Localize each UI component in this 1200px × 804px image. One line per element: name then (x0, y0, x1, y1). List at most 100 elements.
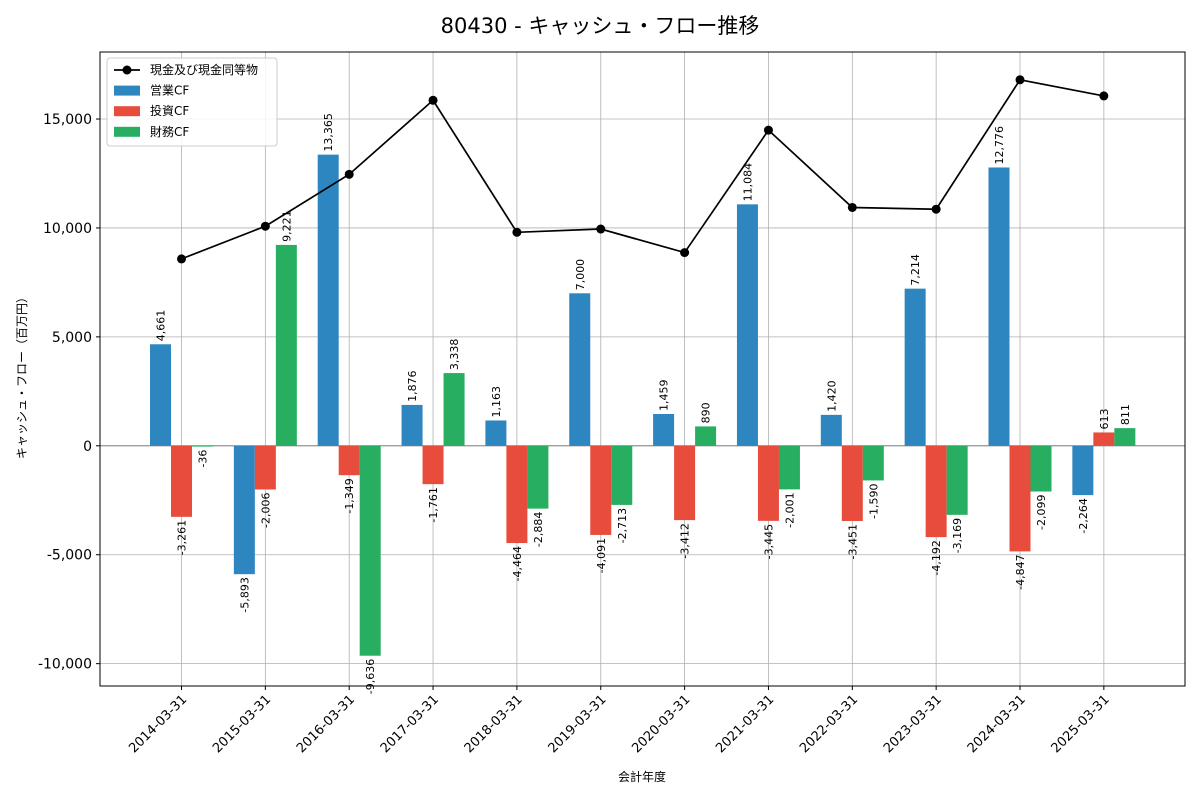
bar-label-s1-7: -3,445 (762, 524, 775, 559)
bar-label-s0-4: 1,163 (490, 386, 503, 418)
bar-label-s1-4: -4,464 (511, 546, 524, 581)
bar-label-s2-2: -9,636 (364, 659, 377, 694)
bar-s2-5 (611, 445, 633, 505)
bar-s2-7 (778, 445, 800, 490)
bar-s2-4 (527, 445, 549, 509)
bar-s0-11 (1072, 445, 1094, 496)
bar-label-s2-9: -3,169 (951, 518, 964, 553)
x-tick-label-5: 2019-03-31 (546, 692, 610, 756)
cash-line-group (177, 75, 1109, 264)
x-tick-label-6: 2020-03-31 (629, 692, 693, 756)
bar-label-s2-4: -2,884 (532, 512, 545, 547)
legend-swatch-marker (122, 65, 132, 75)
bar-label-s1-11: 613 (1098, 408, 1111, 429)
bar-label-s2-3: 3,338 (448, 339, 461, 371)
y-tick-label-3: 5,000 (52, 330, 92, 346)
bar-label-s0-2: 13,365 (322, 113, 335, 152)
bar-label-s0-0: 4,661 (155, 310, 168, 342)
bar-label-s2-1: 9,221 (280, 210, 293, 242)
chart-title: 80430 - キャッシュ・フロー推移 (441, 14, 760, 38)
x-tick-label-4: 2018-03-31 (462, 692, 526, 756)
legend-label-s0: 営業CF (150, 84, 189, 98)
bar-s2-9 (946, 445, 968, 515)
legend-label-s1: 投資CF (150, 103, 189, 118)
x-tick-label-10: 2024-03-31 (965, 692, 1029, 756)
bar-label-s2-6: 890 (700, 402, 713, 423)
legend-swatch-s2 (114, 126, 140, 137)
legend-label-s2: 財務CF (150, 124, 189, 139)
y-tick-label-5: 15,000 (43, 112, 92, 128)
cash-point-5 (596, 224, 606, 234)
bar-s2-10 (1030, 445, 1052, 492)
bar-s2-2 (359, 445, 381, 656)
cash-point-11 (1099, 91, 1109, 101)
bar-s0-4 (485, 420, 507, 446)
bar-label-s1-1: -2,006 (259, 493, 272, 528)
x-tick-label-3: 2017-03-31 (378, 692, 442, 756)
bar-s0-8 (820, 414, 842, 446)
bar-s1-6 (674, 445, 696, 521)
bar-label-s1-6: -3,412 (679, 523, 692, 558)
legend-swatch-s0 (114, 85, 140, 96)
bar-label-s1-5: -4,091 (595, 538, 608, 573)
bar-s0-7 (736, 204, 758, 446)
bar-label-s2-7: -2,001 (783, 492, 796, 527)
cash-point-9 (931, 204, 941, 214)
y-tick-label-0: -10,000 (38, 657, 92, 673)
x-tick-label-2: 2016-03-31 (294, 692, 358, 756)
bar-label-s0-6: 1,459 (658, 380, 671, 412)
bar-s0-5 (569, 293, 591, 446)
legend-box (106, 57, 278, 147)
bar-label-s1-9: -4,192 (930, 540, 943, 575)
bar-s1-3 (422, 445, 444, 485)
bar-label-s2-10: -2,099 (1035, 495, 1048, 530)
legend-swatch-s1 (114, 106, 140, 117)
x-axis-label: 会計年度 (618, 769, 666, 784)
bar-label-s0-10: 12,776 (993, 126, 1006, 165)
bar-s0-3 (401, 404, 423, 446)
bar-label-s0-7: 11,084 (741, 163, 754, 202)
bar-label-s2-8: -1,590 (867, 483, 880, 518)
x-tick-label-11: 2025-03-31 (1049, 692, 1113, 756)
bar-s1-1 (254, 445, 276, 490)
bar-s1-2 (338, 445, 360, 476)
bar-s2-6 (695, 426, 717, 446)
bar-s1-11 (1093, 432, 1115, 446)
bar-s2-0 (192, 445, 213, 447)
bar-label-s0-5: 7,000 (574, 259, 587, 291)
bar-label-s1-8: -3,451 (846, 524, 859, 559)
bar-s1-7 (757, 445, 779, 521)
legend-label-line: 現金及び現金同等物 (150, 62, 258, 77)
bar-s2-1 (275, 244, 297, 446)
bar-series-group (150, 154, 1136, 656)
x-tick-label-9: 2023-03-31 (881, 692, 945, 756)
y-tick-label-2: 0 (83, 439, 92, 455)
data-labels-group: 4,661 -5,893 13,365 1,876 1,163 7,000 1,459 11,… (155, 113, 1132, 694)
bar-s0-6 (653, 414, 675, 446)
bar-label-s0-8: 1,420 (825, 380, 838, 412)
bar-label-s1-3: -1,761 (427, 487, 440, 522)
bar-s2-11 (1114, 428, 1136, 446)
bar-label-s1-2: -1,349 (343, 478, 356, 513)
grid-lines (100, 52, 1185, 686)
bar-s1-5 (590, 445, 612, 535)
y-axis-ticks: -10,000 -5,000 0 5,000 10,000 15,000 (38, 112, 100, 673)
x-tick-label-8: 2022-03-31 (797, 692, 861, 756)
cash-point-1 (260, 221, 270, 231)
bar-label-s2-0: -36 (197, 450, 210, 468)
cash-point-7 (763, 125, 773, 135)
cash-point-3 (428, 95, 438, 105)
bar-s1-4 (506, 445, 528, 544)
bar-s0-0 (150, 344, 171, 446)
bar-s2-3 (443, 373, 465, 446)
bar-s0-9 (904, 288, 926, 446)
bar-s0-1 (233, 445, 255, 575)
bar-s0-2 (317, 154, 339, 446)
y-tick-label-4: 10,000 (43, 221, 92, 237)
bar-label-s2-5: -2,713 (616, 508, 629, 543)
bar-label-s1-0: -3,261 (176, 520, 189, 555)
cash-point-10 (1015, 75, 1025, 85)
cash-point-0 (177, 254, 186, 264)
cash-line (181, 78, 1105, 260)
